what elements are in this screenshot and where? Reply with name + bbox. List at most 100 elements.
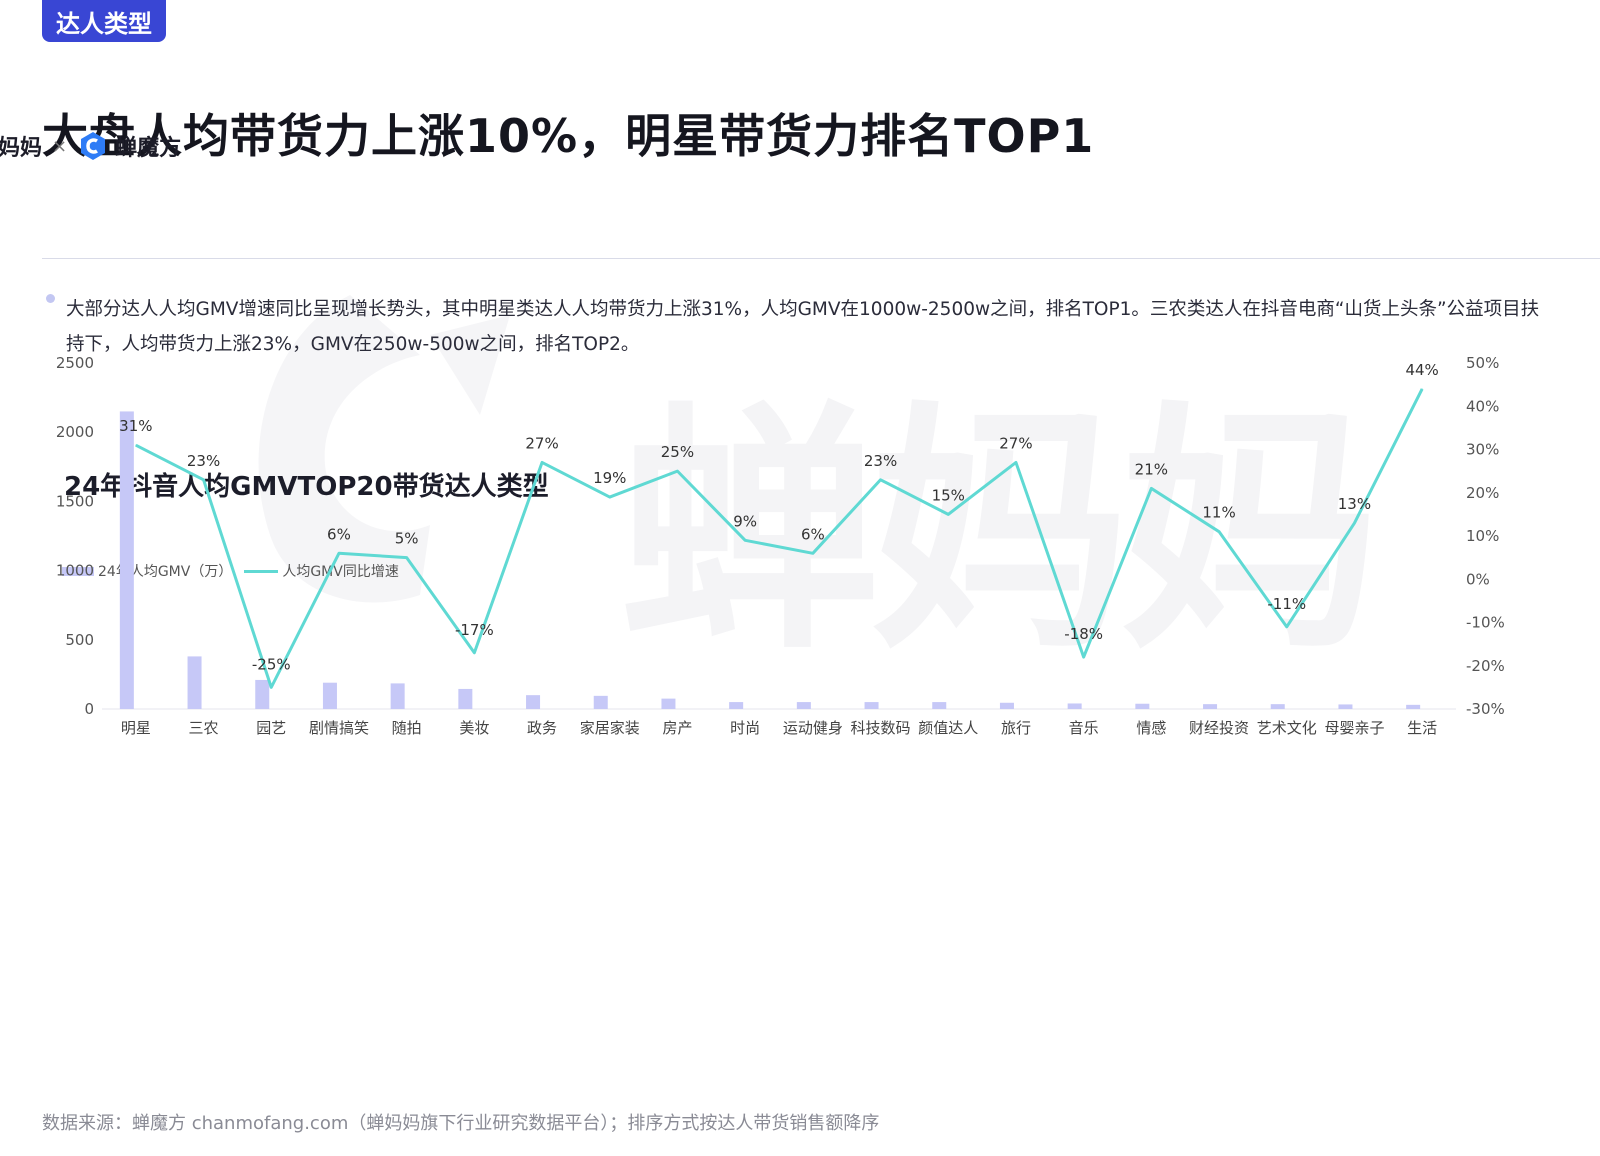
x-tick-label: 园艺 [256, 719, 286, 737]
bar [796, 702, 811, 709]
x-tick-label: 明星 [121, 719, 151, 737]
line-point [338, 552, 340, 554]
description-text: 大部分达人人均GMV增速同比呈现增长势头，其中明星类达人人均带货力上涨31%，人… [66, 299, 1540, 355]
line-point [1083, 656, 1085, 658]
line-point [1218, 531, 1220, 533]
legend-line-swatch [244, 569, 279, 573]
y-left-tick-label: 1500 [56, 492, 94, 510]
bullet-dot [46, 294, 55, 303]
bar [932, 702, 947, 709]
x-tick-label: 科技数码 [851, 719, 911, 737]
line-point [541, 461, 543, 463]
chanmofang-logo-icon [81, 132, 106, 160]
line-point [1353, 522, 1355, 524]
bar [1270, 704, 1285, 709]
section-tag: 达人类型 [42, 0, 166, 42]
bar [119, 411, 134, 709]
line-data-label: 31% [119, 417, 152, 435]
bar [999, 702, 1014, 709]
y-left-tick-label: 2500 [56, 354, 94, 372]
legend-line-label: 人均GMV同比增速 [282, 564, 399, 580]
line-data-label: 13% [1338, 495, 1371, 513]
watermark-text: 蝉妈妈 [620, 382, 1380, 684]
y-left-tick-label: 1000 [56, 562, 94, 580]
x-tick-label: 政务 [527, 719, 557, 737]
line-data-label: 11% [1202, 504, 1235, 522]
x-tick-label: 情感 [1136, 719, 1166, 737]
line-data-label: 15% [932, 486, 965, 504]
x-tick-label: 三农 [189, 719, 219, 737]
line-data-label: 6% [801, 525, 825, 543]
line-point [812, 552, 814, 554]
line-data-label: -17% [455, 621, 494, 639]
line-data-label: 6% [327, 525, 351, 543]
x-tick-label: 美妆 [459, 719, 489, 737]
data-source-note: 数据来源：蝉魔方 chanmofang.com（蝉妈妈旗下行业研究数据平台）；排… [42, 1113, 880, 1134]
line-point [135, 444, 137, 446]
growth-line [135, 388, 1424, 689]
bar [593, 695, 608, 709]
page-number: 21 [0, 1135, 1536, 1156]
y-right-tick-label: 30% [1466, 441, 1499, 459]
y-right-tick-label: 40% [1466, 397, 1499, 415]
x-tick-label: 运动健身 [783, 719, 843, 737]
x-tick-label: 时尚 [730, 719, 760, 737]
line-point [1015, 461, 1017, 463]
line-data-label: -18% [1064, 625, 1103, 643]
y-right-tick-label: 20% [1466, 484, 1499, 502]
y-left-tick-label: 500 [65, 631, 94, 649]
chart-title: 24年抖音人均GMVTOP20带货达人类型 [64, 472, 549, 502]
bar [1203, 704, 1218, 709]
line-point [406, 557, 408, 559]
x-tick-label: 剧情搞笑 [309, 719, 369, 737]
line-point [947, 513, 949, 515]
legend-item-line: 人均GMV同比增速 [244, 561, 399, 581]
line-point [1286, 626, 1288, 628]
y-right-tick-label: -30% [1466, 700, 1505, 718]
page-title: 大盘人均带货力上涨10%，明星带货力排名TOP1 [42, 109, 1095, 163]
brand-right-name: 蝉魔方 [115, 136, 182, 161]
y-right-tick-label: 50% [1466, 354, 1499, 372]
line-data-label: 5% [395, 530, 419, 548]
y-right-tick-label: 10% [1466, 527, 1499, 545]
line-data-label: 21% [1135, 460, 1168, 478]
line-point [744, 539, 746, 541]
x-tick-label: 音乐 [1069, 719, 1099, 737]
y-left-tick-label: 0 [84, 700, 94, 718]
bar [187, 656, 202, 709]
y-right-tick-label: -20% [1466, 657, 1505, 675]
line-point [473, 652, 475, 654]
x-tick-label: 生活 [1407, 719, 1437, 737]
brand-right: 蝉魔方 [77, 130, 181, 162]
line-data-label: 23% [864, 452, 897, 470]
line-data-label: 23% [187, 452, 220, 470]
brand-left: 蝉妈妈 [0, 130, 42, 162]
line-data-label: 44% [1405, 361, 1438, 379]
bar [390, 683, 405, 709]
line-data-label: 19% [593, 469, 626, 487]
bar [458, 688, 473, 709]
line-point [880, 479, 882, 481]
legend-bar-swatch [62, 566, 94, 576]
x-tick-label: 旅行 [1001, 719, 1031, 737]
bar [1135, 703, 1150, 709]
x-tick-label: 家居家装 [580, 719, 640, 737]
bar [526, 695, 541, 709]
bar [322, 682, 337, 709]
bar [661, 698, 676, 709]
line-point [203, 479, 205, 481]
brand-separator: × [52, 135, 68, 157]
line-data-label: 25% [661, 443, 694, 461]
bar [729, 702, 744, 709]
x-tick-label: 财经投资 [1189, 719, 1249, 737]
x-tick-label: 母婴亲子 [1324, 719, 1384, 737]
line-data-label: -11% [1267, 595, 1306, 613]
x-tick-label: 艺术文化 [1257, 719, 1317, 737]
line-data-label: 27% [999, 434, 1032, 452]
y-left-tick-label: 2000 [56, 423, 94, 441]
line-data-label: 27% [525, 434, 558, 452]
x-tick-label: 房产 [662, 719, 692, 737]
bar [1406, 704, 1421, 709]
line-data-label: -25% [252, 655, 291, 673]
y-right-tick-label: -10% [1466, 614, 1505, 632]
